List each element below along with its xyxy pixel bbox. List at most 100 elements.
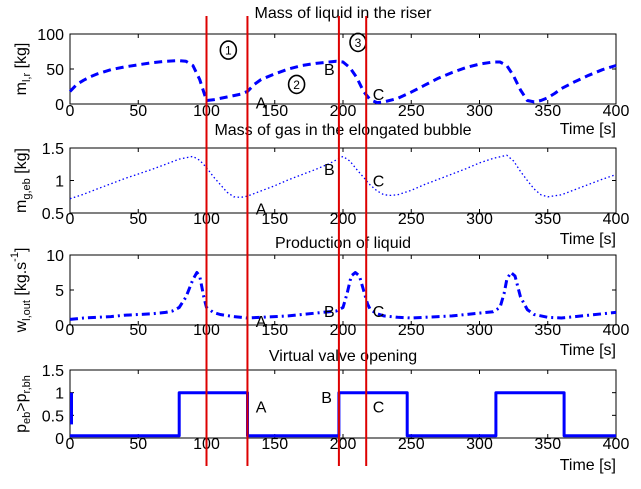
y-axis-label: ml,r [kg] (13, 43, 33, 96)
x-tick-label: 0 (66, 436, 75, 453)
series-line (68, 59, 617, 105)
x-axis-label: Time [s] (560, 457, 616, 474)
annotation-label: 1 (225, 44, 232, 58)
x-tick-label: 150 (261, 103, 288, 120)
annotation-label: A (256, 96, 267, 113)
x-tick-label: 50 (129, 211, 147, 228)
annotation-circle (219, 40, 238, 60)
annotation-label: C (373, 87, 385, 104)
series-line (69, 271, 617, 321)
annotation-label: 3 (355, 36, 362, 50)
y-tick-label: 0 (55, 431, 64, 448)
x-tick-label: 150 (261, 436, 288, 453)
x-tick-label: 50 (129, 322, 147, 339)
annotation-label: A (256, 201, 267, 218)
x-tick-label: 200 (330, 211, 357, 228)
x-axis-label: Time [s] (560, 342, 616, 359)
y-tick-label: 1.5 (42, 363, 64, 380)
x-tick-label: 200 (330, 103, 357, 120)
annotation-label: B (324, 304, 335, 321)
x-tick-label: 350 (534, 103, 561, 120)
axes-box (69, 33, 617, 105)
x-axis-label: Time [s] (560, 121, 616, 138)
y-tick-label: 0 (55, 97, 64, 114)
y-label-sub: l,r (21, 73, 33, 83)
y-tick-label: 0.5 (42, 408, 64, 425)
x-tick-label: 300 (466, 436, 493, 453)
y-label-unit: [kg.s (13, 262, 30, 300)
x-tick-label: 250 (398, 103, 425, 120)
chart-title: Virtual valve opening (269, 348, 417, 365)
event-lines (205, 16, 368, 466)
chart-panel-4: 0 50 100 150 200 250 300 350 40000.511.5Virtual … (13, 348, 629, 474)
y-label-unit: [kg] (13, 148, 30, 178)
annotation-circle (287, 74, 306, 95)
y-tick-label: 100 (37, 27, 64, 44)
x-tick-label: 0 (66, 103, 75, 120)
axes-box (69, 369, 617, 439)
y-label-main: m (13, 82, 30, 95)
annotation-label: 2 (293, 78, 300, 92)
y-label-main: p (13, 424, 30, 433)
y-label-end: ] (13, 248, 30, 252)
chart-title: Mass of gas in the elongated bubble (214, 122, 471, 139)
axes-box (69, 147, 617, 214)
y-label-sub: eb (21, 412, 33, 424)
x-tick-label: 250 (398, 211, 425, 228)
x-tick-label: 350 (534, 322, 561, 339)
x-tick-label: 400 (603, 103, 630, 120)
x-tick-label: 150 (261, 322, 288, 339)
annotation-label: B (321, 390, 332, 407)
x-tick-label: 400 (603, 436, 630, 453)
x-tick-label: 250 (398, 322, 425, 339)
y-label-main: m (13, 200, 30, 213)
y-tick-label: 50 (46, 62, 64, 79)
x-tick-label: 250 (398, 436, 425, 453)
annotation-label: C (373, 399, 385, 416)
x-tick-label: 350 (534, 211, 561, 228)
y-tick-label: 0.5 (42, 206, 64, 223)
x-axis-label: Time [s] (560, 231, 616, 248)
x-tick-label: 150 (261, 211, 288, 228)
y-label-unit: [kg] (13, 43, 30, 73)
series-line (69, 154, 617, 200)
x-tick-label: 300 (466, 322, 493, 339)
annotation-label: C (373, 304, 385, 321)
y-tick-label: 0 (55, 318, 64, 335)
annotation-label: A (256, 314, 267, 331)
x-tick-label: 50 (129, 436, 147, 453)
y-label-sub2: r,bh (21, 375, 33, 393)
annotation-label: B (324, 162, 335, 179)
y-tick-label: 1 (55, 174, 64, 191)
x-tick-label: 300 (466, 103, 493, 120)
y-tick-label: 1 (55, 386, 64, 403)
x-tick-label: 0 (66, 322, 75, 339)
y-label-sub: l,out (21, 300, 33, 321)
x-tick-label: 400 (603, 211, 630, 228)
y-axis-label: mg,eb [kg] (13, 148, 33, 213)
x-tick-label: 300 (466, 211, 493, 228)
x-tick-label: 200 (330, 322, 357, 339)
annotation-label: A (256, 399, 267, 416)
chart-title: Production of liquid (275, 235, 411, 252)
y-label-sub: g,eb (21, 178, 33, 199)
y-axis-label: wl,out [kg.s-1] (9, 248, 33, 334)
y-tick-label: 10 (46, 248, 64, 265)
chart-title: Mass of liquid in the riser (255, 5, 433, 22)
y-label-sup: -1 (9, 252, 21, 262)
y-tick-label: 1.5 (42, 141, 64, 158)
annotation-label: C (373, 174, 385, 191)
series-line (70, 391, 616, 438)
x-tick-label: 50 (129, 103, 147, 120)
x-tick-label: 400 (603, 322, 630, 339)
x-tick-label: 350 (534, 436, 561, 453)
annotation-label: B (324, 62, 335, 79)
y-tick-label: 5 (55, 283, 64, 300)
x-tick-label: 200 (330, 436, 357, 453)
x-tick-label: 0 (66, 211, 75, 228)
y-label-mid: >p (13, 393, 30, 411)
